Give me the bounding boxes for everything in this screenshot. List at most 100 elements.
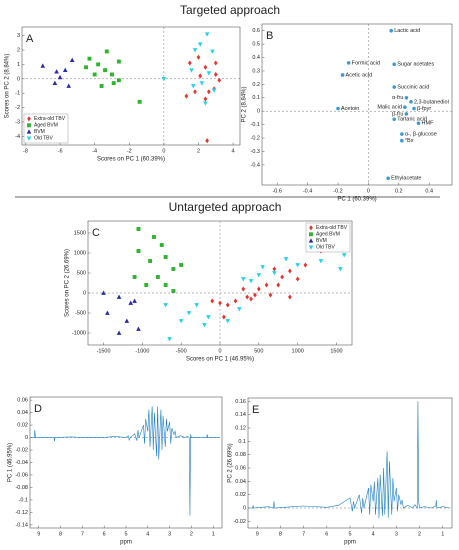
x-tick-label: 1000 <box>292 348 304 354</box>
point <box>206 315 211 320</box>
legend-label: Old TBV <box>316 245 335 251</box>
point <box>288 268 292 274</box>
point <box>341 253 347 258</box>
panel-label: B <box>266 30 273 42</box>
point-label: °Bx <box>405 138 414 144</box>
point <box>241 286 246 292</box>
y-tick-label: 0.06 <box>235 465 246 471</box>
point <box>116 294 122 299</box>
x-tick-label: -0.6 <box>272 188 281 194</box>
y-tick-label: -2 <box>15 105 20 111</box>
x-tick-label: -1000 <box>135 348 149 354</box>
point <box>184 93 189 99</box>
point <box>128 300 134 305</box>
point <box>403 105 407 109</box>
x-tick-label: -2 <box>127 148 132 154</box>
point <box>416 121 421 126</box>
y-tick-label: 0.12 <box>235 425 246 431</box>
point <box>336 106 340 111</box>
point-label: Tartaric acid <box>397 117 427 123</box>
y-tick-label: 2 <box>17 47 20 53</box>
point <box>136 249 141 253</box>
y-tick-label: 0.5 <box>252 42 260 48</box>
y-tick-label: 0.02 <box>17 423 28 429</box>
x-tick-label: 6 <box>325 531 328 537</box>
y-tick-label: 0.2 <box>252 82 260 88</box>
point <box>392 117 397 122</box>
point <box>338 267 343 272</box>
y-tick-label: -0.02 <box>233 519 246 525</box>
point-label: β-fpyr <box>417 106 431 112</box>
point-label: α-fru <box>392 95 403 101</box>
point <box>69 57 75 62</box>
point <box>295 263 300 268</box>
point <box>203 96 208 102</box>
x-tick-label: -8 <box>23 148 28 154</box>
legend-marker <box>27 116 31 122</box>
legend-label: Old TBV <box>34 136 53 142</box>
y-tick-label: 1500 <box>74 230 86 236</box>
plot-frame <box>247 397 453 529</box>
x-tick-label: 3 <box>395 531 398 537</box>
panel-label: A <box>26 33 34 45</box>
y-tick-label: 0 <box>17 76 20 82</box>
legend-box <box>305 222 351 253</box>
x-tick-label: 8 <box>59 531 62 537</box>
x-tick-label: -6 <box>58 148 63 154</box>
point <box>163 255 168 259</box>
y-tick-label: 1 <box>17 62 20 68</box>
x-tick-label: -4 <box>92 148 97 154</box>
y-tick-label: 3 <box>17 33 20 39</box>
point <box>99 84 104 88</box>
point-label: Ethylacetate <box>391 176 421 182</box>
x-axis-label: ppm <box>344 540 356 546</box>
y-tick-label: -0.08 <box>15 485 28 491</box>
legend-marker <box>26 136 32 141</box>
y-tick-label: -0.2 <box>251 135 260 141</box>
point <box>409 100 413 104</box>
x-tick-label: 2 <box>197 148 200 154</box>
point <box>245 294 250 300</box>
point <box>248 279 254 284</box>
point <box>256 286 261 292</box>
point <box>163 283 168 287</box>
section-heading: Targeted approach <box>180 3 280 17</box>
x-axis-label: PC 1 (60.39%) <box>337 197 376 203</box>
x-tick-label: 2 <box>418 531 421 537</box>
point <box>412 106 416 111</box>
point <box>137 99 142 104</box>
point <box>192 48 198 53</box>
point <box>389 28 394 33</box>
y-axis-label: PC 2 (26.69%) <box>228 443 234 482</box>
y-tick-label: 500 <box>77 270 86 276</box>
y-tick-label: 0.16 <box>235 399 246 405</box>
x-tick-label: 3 <box>168 531 171 537</box>
point <box>225 302 230 308</box>
point <box>171 267 176 271</box>
point <box>57 74 63 80</box>
y-tick-label: -0.14 <box>15 522 28 528</box>
point <box>101 290 106 295</box>
point <box>186 311 192 316</box>
legend-marker <box>27 123 31 128</box>
x-axis-label: Scores on PC 1 (60.39%) <box>97 157 165 163</box>
point <box>136 227 141 231</box>
panel-label: D <box>34 403 42 415</box>
legend-marker <box>308 245 314 250</box>
x-tick-label: 9 <box>256 531 259 537</box>
x-tick-label: 1500 <box>330 348 342 354</box>
x-tick-label: 4 <box>146 531 149 537</box>
x-tick-label: -1500 <box>96 348 110 354</box>
point <box>54 69 59 74</box>
point-label: Formic acid <box>352 60 380 66</box>
x-axis-label: ppm <box>120 540 132 546</box>
plot-frame <box>261 23 453 186</box>
point <box>303 262 308 268</box>
point <box>400 138 404 143</box>
point <box>206 71 212 76</box>
x-tick-label: 1 <box>441 531 444 537</box>
y-axis-label: PC 2 (8.84%) <box>242 86 248 122</box>
point <box>218 300 222 306</box>
y-tick-label: -0.06 <box>15 472 28 478</box>
x-tick-label: 0 <box>218 348 221 354</box>
